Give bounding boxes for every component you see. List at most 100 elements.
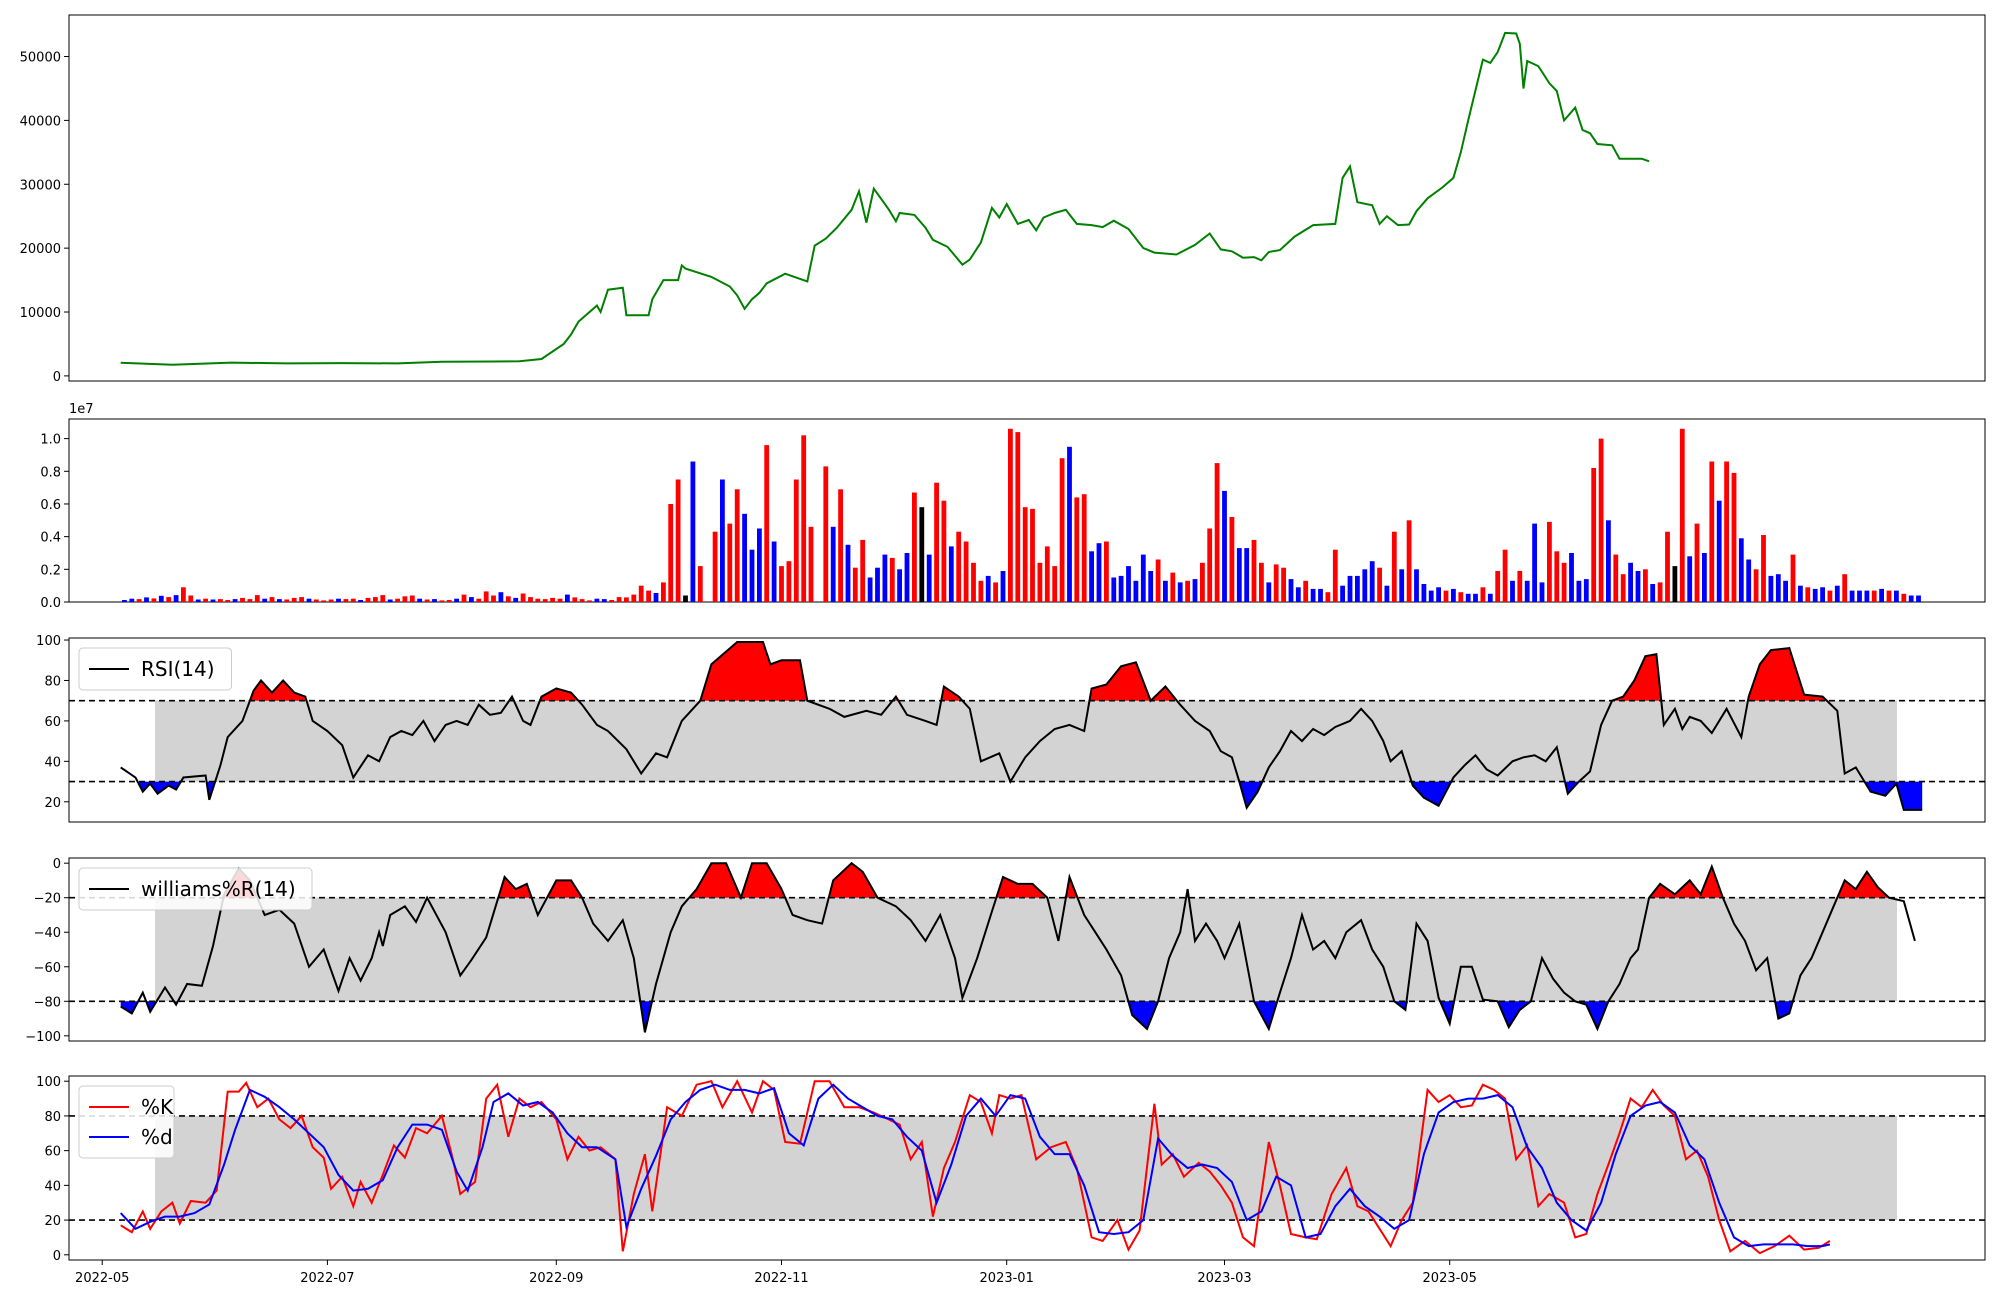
volume-bar	[1030, 508, 1035, 602]
volume-bar	[1842, 574, 1848, 602]
oversold-fill	[120, 1001, 1915, 1033]
volume-bar	[358, 600, 363, 602]
series-line-1	[120, 1079, 1831, 1255]
volume-bar	[1266, 582, 1272, 602]
volume-bar	[1768, 575, 1774, 602]
volume-bar	[675, 479, 681, 602]
volume-bar	[542, 599, 548, 602]
volume-bar	[550, 597, 555, 602]
volume-bar	[1406, 520, 1412, 602]
volume-bar	[535, 598, 541, 602]
price-panel: 0 10000 20000 30000 40000 50000	[20, 14, 1986, 385]
volume-bar	[306, 598, 312, 602]
series-line-1	[120, 641, 1923, 811]
volume-bar	[409, 595, 415, 602]
volume-bar	[565, 594, 570, 602]
axes-frame	[68, 637, 1986, 823]
volume-bar	[144, 597, 149, 602]
volume-bar	[1207, 528, 1213, 602]
volume-bar	[1044, 546, 1050, 602]
volume-bar	[1015, 432, 1021, 602]
volume-bar	[727, 523, 733, 602]
rsi-panel: 20 40 60 80 100 RSI(14)	[36, 634, 1986, 823]
volume-bar	[1628, 562, 1633, 602]
volume-bar	[1421, 584, 1427, 602]
overbought-fill	[120, 642, 1923, 701]
volume-bar	[616, 597, 622, 602]
volume-bar	[1126, 566, 1131, 602]
volume-bar	[904, 553, 910, 602]
volume-bar	[446, 600, 452, 602]
x-tick-label: 2023-01	[980, 1271, 1034, 1286]
y-tick-label: 80	[44, 674, 61, 689]
volume-bar	[1901, 593, 1907, 602]
volume-bar	[1702, 553, 1707, 602]
volume-bar	[1547, 521, 1552, 602]
volume-bar	[1495, 571, 1501, 602]
volume-bar	[867, 577, 873, 602]
volume-bar	[1613, 554, 1619, 602]
y-tick-label: 0.6	[40, 498, 61, 513]
y-tick-label: 20	[44, 1214, 61, 1229]
volume-bar	[587, 600, 592, 602]
volume-bar	[985, 575, 991, 602]
volume-bar	[417, 598, 423, 602]
y-tick-label: −60	[34, 961, 61, 976]
neutral-band	[155, 897, 1897, 1002]
volume-bar	[1643, 569, 1648, 602]
volume-bar	[1067, 446, 1072, 602]
volume-bar	[402, 596, 408, 602]
y-tick-label: 40	[44, 755, 61, 770]
volume-bar	[1185, 580, 1190, 602]
volume-bar	[1694, 523, 1700, 602]
volume-bar	[941, 500, 947, 602]
volume-bar	[690, 461, 696, 602]
volume-bar	[830, 526, 836, 602]
volume-panel: 0.0 0.2 0.4 0.6 0.8 1.0 1e7	[40, 402, 1986, 611]
volume-bar	[1384, 585, 1390, 602]
y-tick-label: −80	[34, 995, 61, 1010]
volume-bar	[1510, 580, 1515, 602]
volume-bar	[1214, 463, 1220, 602]
volume-bar	[513, 597, 519, 602]
volume-bar	[1000, 571, 1006, 602]
volume-bar	[424, 599, 430, 602]
volume-bar	[1140, 554, 1146, 602]
volume-bar	[225, 600, 231, 602]
volume-bar	[601, 599, 607, 602]
volume-bar	[683, 595, 688, 602]
volume-bar	[1133, 580, 1139, 602]
volume-bar	[1753, 569, 1759, 602]
volume-bar	[1672, 566, 1678, 602]
volume-bar	[1473, 593, 1478, 602]
volume-bar	[350, 598, 356, 602]
volume-bar	[1894, 590, 1899, 602]
y-tick-label: 20	[44, 796, 61, 811]
volume-bar	[1561, 562, 1567, 602]
volume-bar	[1524, 580, 1530, 602]
volume-bar	[1620, 574, 1626, 602]
volume-bar	[1532, 523, 1537, 602]
volume-bar	[1798, 585, 1803, 602]
legend-label: %d	[141, 1125, 173, 1149]
volume-bar	[365, 597, 371, 602]
volume-bar	[749, 549, 755, 602]
price-line	[120, 31, 1650, 366]
y-tick-label: 0	[53, 1249, 61, 1264]
volume-bar	[373, 597, 378, 602]
volume-bar	[1879, 588, 1884, 602]
volume-bar	[380, 595, 386, 602]
neutral-band	[155, 700, 1897, 782]
volume-bar	[210, 599, 216, 602]
volume-bar	[1857, 590, 1862, 602]
legend-label: williams%R(14)	[141, 877, 296, 901]
volume-bar	[1111, 577, 1117, 602]
williams-r-panel: 0 −20 −40 −60 −80 −100 williams%R(14)	[25, 857, 1986, 1045]
volume-bar	[1340, 585, 1345, 602]
volume-bar	[1052, 566, 1058, 602]
volume-bar	[624, 597, 629, 602]
x-tick-label: 2023-05	[1423, 1271, 1477, 1286]
legend-box	[78, 1085, 175, 1159]
volume-bar	[1022, 507, 1028, 602]
volume-bar	[469, 597, 474, 602]
